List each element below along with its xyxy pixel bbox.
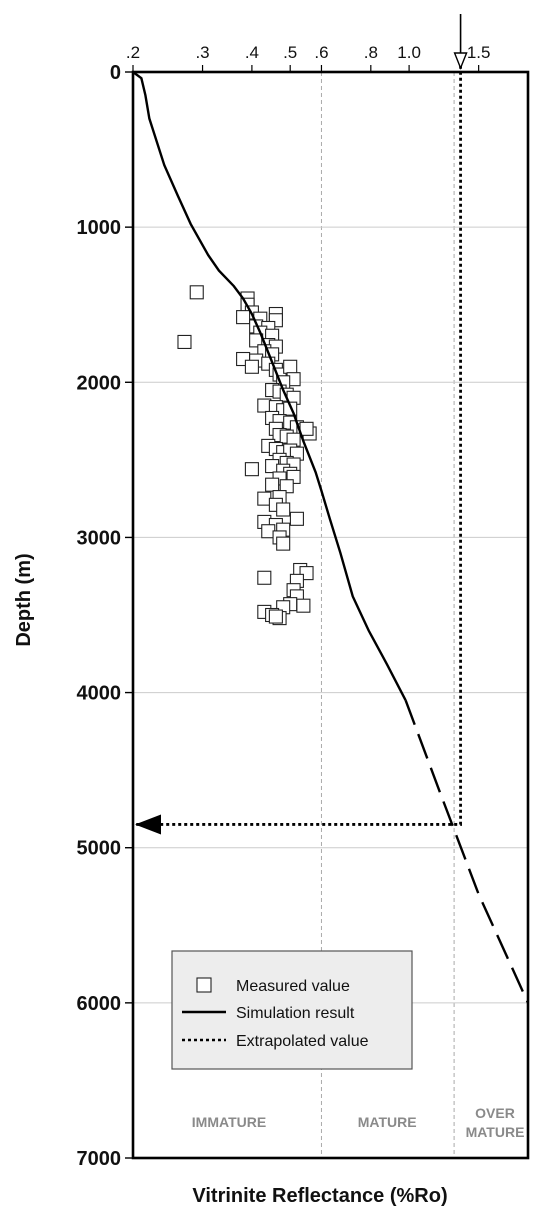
plot-frame bbox=[131, 70, 530, 1160]
y-tick-label-2: 2000 bbox=[77, 372, 122, 394]
x-tick-label-3: .5 bbox=[283, 43, 297, 62]
zone-label-2-line2: MATURE bbox=[466, 1124, 525, 1140]
measured-point-66 bbox=[289, 511, 304, 526]
measured-point-75 bbox=[257, 570, 272, 585]
measured-point-20 bbox=[244, 359, 259, 374]
extrapolated-value-line bbox=[133, 65, 462, 826]
y-tick-label-1: 1000 bbox=[77, 217, 122, 239]
x-tick-label-7: 1.5 bbox=[467, 43, 491, 62]
measured-point-0 bbox=[189, 285, 204, 300]
measured-point-65 bbox=[276, 502, 291, 517]
legend-label-1: Simulation result bbox=[236, 1005, 355, 1022]
measured-point-1 bbox=[177, 334, 192, 349]
x-tick-label-6: 1.0 bbox=[397, 43, 421, 62]
arrow-down-head bbox=[453, 52, 468, 70]
measured-point-60 bbox=[265, 477, 280, 492]
x-tick-label-2: .4 bbox=[245, 43, 259, 62]
x-tick-label-4: .6 bbox=[314, 43, 328, 62]
y-tick-label-3: 3000 bbox=[77, 527, 122, 549]
measured-point-80 bbox=[296, 598, 311, 613]
arrow-left-head bbox=[135, 814, 161, 835]
y-tick-label-6: 6000 bbox=[77, 993, 122, 1015]
zone-label-1: MATURE bbox=[358, 1114, 417, 1130]
measured-point-55 bbox=[244, 462, 259, 477]
x-axis-label: Vitrinite Reflectance (%Ro) bbox=[192, 1185, 447, 1207]
legend-marker-measured bbox=[196, 977, 212, 993]
simulation-line bbox=[132, 71, 407, 701]
simulation-extrapolated-line bbox=[404, 699, 530, 1004]
x-tick-label-1: .3 bbox=[195, 43, 209, 62]
measured-point-41 bbox=[299, 421, 314, 436]
x-tick-label-0: .2 bbox=[126, 43, 140, 62]
zone-label-2-line1: OVER bbox=[475, 1105, 515, 1121]
zone-label-0: IMMATURE bbox=[192, 1114, 266, 1130]
measured-point-85 bbox=[268, 609, 283, 624]
measured-point-72 bbox=[276, 536, 291, 551]
legend-box bbox=[171, 950, 413, 1070]
y-tick-label-4: 4000 bbox=[77, 683, 122, 705]
measured-point-5 bbox=[236, 310, 251, 325]
measured-point-61 bbox=[279, 479, 294, 494]
legend-label-0: Measured value bbox=[236, 978, 350, 995]
legend-label-2: Extrapolated value bbox=[236, 1033, 369, 1050]
y-axis-label: Depth (m) bbox=[13, 553, 35, 646]
x-tick-label-5: .8 bbox=[364, 43, 378, 62]
y-tick-label-7: 7000 bbox=[77, 1148, 122, 1170]
y-tick-label-5: 5000 bbox=[77, 838, 122, 860]
y-tick-label-0: 0 bbox=[110, 62, 121, 84]
measured-point-24 bbox=[283, 359, 298, 374]
